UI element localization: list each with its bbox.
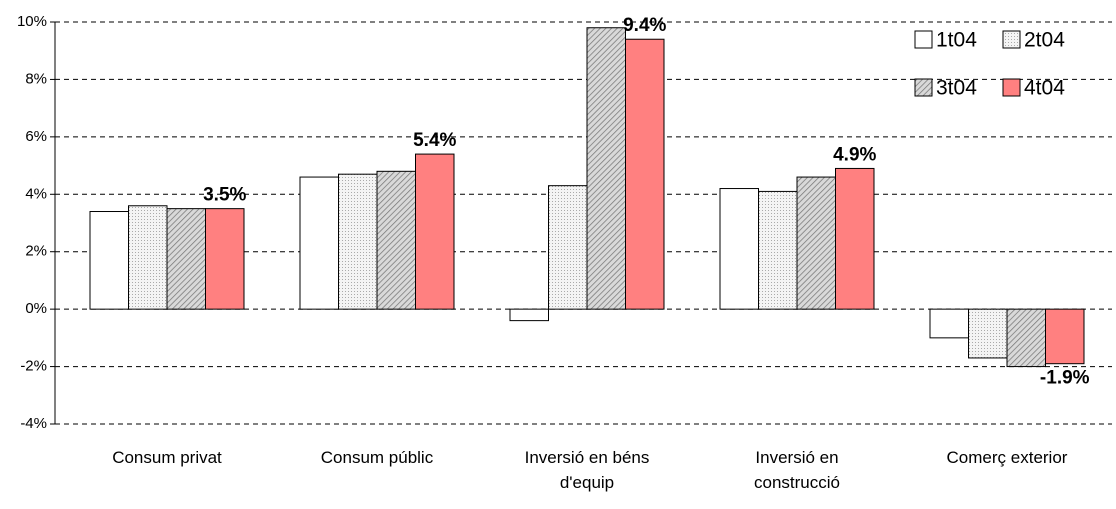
bar xyxy=(128,205,168,310)
legend-label: 2t04 xyxy=(1024,29,1065,52)
bar xyxy=(719,188,759,310)
bar xyxy=(548,185,588,310)
value-label: -1.9% xyxy=(1040,368,1090,389)
bar xyxy=(89,211,129,310)
y-tick-label: 4% xyxy=(25,185,47,202)
y-tick-label: -4% xyxy=(20,415,47,432)
legend-label: 1t04 xyxy=(936,29,977,52)
value-label: 3.5% xyxy=(203,185,246,206)
bar xyxy=(586,27,626,310)
bar xyxy=(166,208,206,310)
bar xyxy=(758,190,798,310)
legend-swatch xyxy=(1002,78,1021,97)
legend-label: 4t04 xyxy=(1024,77,1065,100)
value-label: 4.9% xyxy=(833,144,876,165)
legend-label: 3t04 xyxy=(936,77,977,100)
y-tick-label: -2% xyxy=(20,358,47,375)
y-tick-label: 10% xyxy=(17,13,47,30)
y-tick-label: 8% xyxy=(25,70,47,87)
x-tick-label: Consum públic xyxy=(320,448,434,467)
legend-swatch xyxy=(914,30,933,49)
bar xyxy=(796,176,836,310)
bar xyxy=(509,308,549,322)
bar xyxy=(1006,308,1046,368)
y-tick-label: 6% xyxy=(25,128,47,145)
bar xyxy=(415,153,455,310)
x-tick-label: Inversió en construcció xyxy=(754,448,840,492)
value-label: 9.4% xyxy=(623,15,666,36)
bar xyxy=(338,173,378,310)
bar xyxy=(299,176,339,310)
x-tick-label: Comerç exterior xyxy=(946,448,1068,467)
bar xyxy=(625,38,665,310)
bar xyxy=(835,167,875,310)
bar xyxy=(205,208,245,310)
bar xyxy=(1045,308,1085,365)
y-tick-label: 2% xyxy=(25,243,47,260)
bar xyxy=(376,170,416,310)
x-tick-label: Consum privat xyxy=(112,448,222,467)
value-label: 5.4% xyxy=(413,130,456,151)
legend-swatch xyxy=(1002,30,1021,49)
bar xyxy=(968,308,1008,359)
x-tick-label: Inversió en béns d'equip xyxy=(524,448,650,492)
bar xyxy=(929,308,969,339)
y-tick-label: 0% xyxy=(25,300,47,317)
legend-swatch xyxy=(914,78,933,97)
